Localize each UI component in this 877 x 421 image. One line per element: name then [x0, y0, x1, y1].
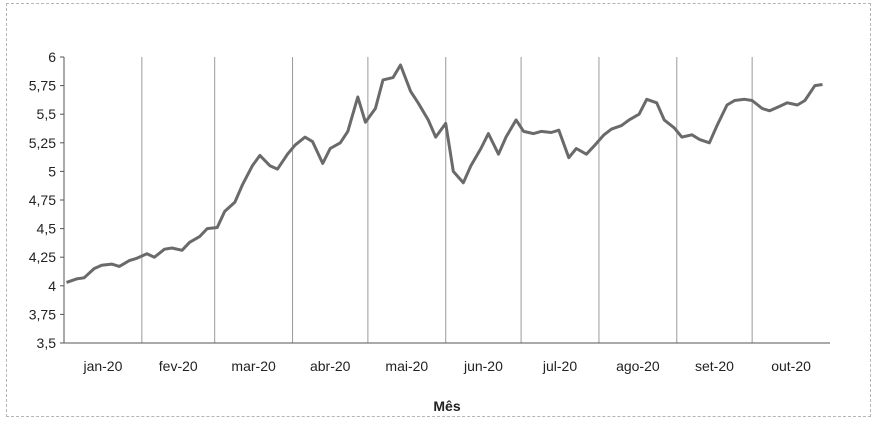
series-group — [66, 63, 823, 284]
x-tick-label: ago-20 — [616, 358, 660, 374]
x-tick-labels: jan-20 fev-20 mar-20 abr-20 mai-20 jun-20 jul-… — [82, 358, 811, 374]
x-tick-label: out-20 — [771, 358, 811, 374]
x-tick-label: set-20 — [695, 358, 734, 374]
x-axis-title: Mês — [433, 398, 460, 414]
y-tick-label: 5,75 — [29, 78, 56, 94]
x-tick-label: jul-20 — [542, 358, 577, 374]
series-line — [66, 63, 823, 284]
y-tick-label: 4,75 — [29, 192, 56, 208]
y-tick-label: 3,5 — [37, 335, 57, 351]
x-tick-label: abr-20 — [310, 358, 351, 374]
x-tick-label: fev-20 — [159, 358, 198, 374]
x-tick-label: mai-20 — [385, 358, 428, 374]
y-tick-labels: 3,5 3,75 4 4,25 4,5 4,75 5 5,25 5,5 5,75 6 — [29, 49, 64, 351]
chart-frame — [6, 3, 871, 417]
y-tick-label: 4 — [48, 278, 56, 294]
y-tick-label: 3,75 — [29, 306, 56, 322]
x-tick-label: jun-20 — [463, 358, 503, 374]
y-tick-label: 5 — [48, 163, 56, 179]
y-tick-label: 4,25 — [29, 249, 56, 265]
axes — [63, 57, 830, 344]
x-tick-label: mar-20 — [231, 358, 276, 374]
y-tick-label: 5,5 — [37, 106, 57, 122]
y-tick-label: 6 — [48, 49, 56, 65]
x-tick-label: jan-20 — [82, 358, 122, 374]
vertical-gridlines — [141, 57, 753, 343]
y-tick-label: 4,5 — [37, 221, 57, 237]
y-tick-label: 5,25 — [29, 135, 56, 151]
